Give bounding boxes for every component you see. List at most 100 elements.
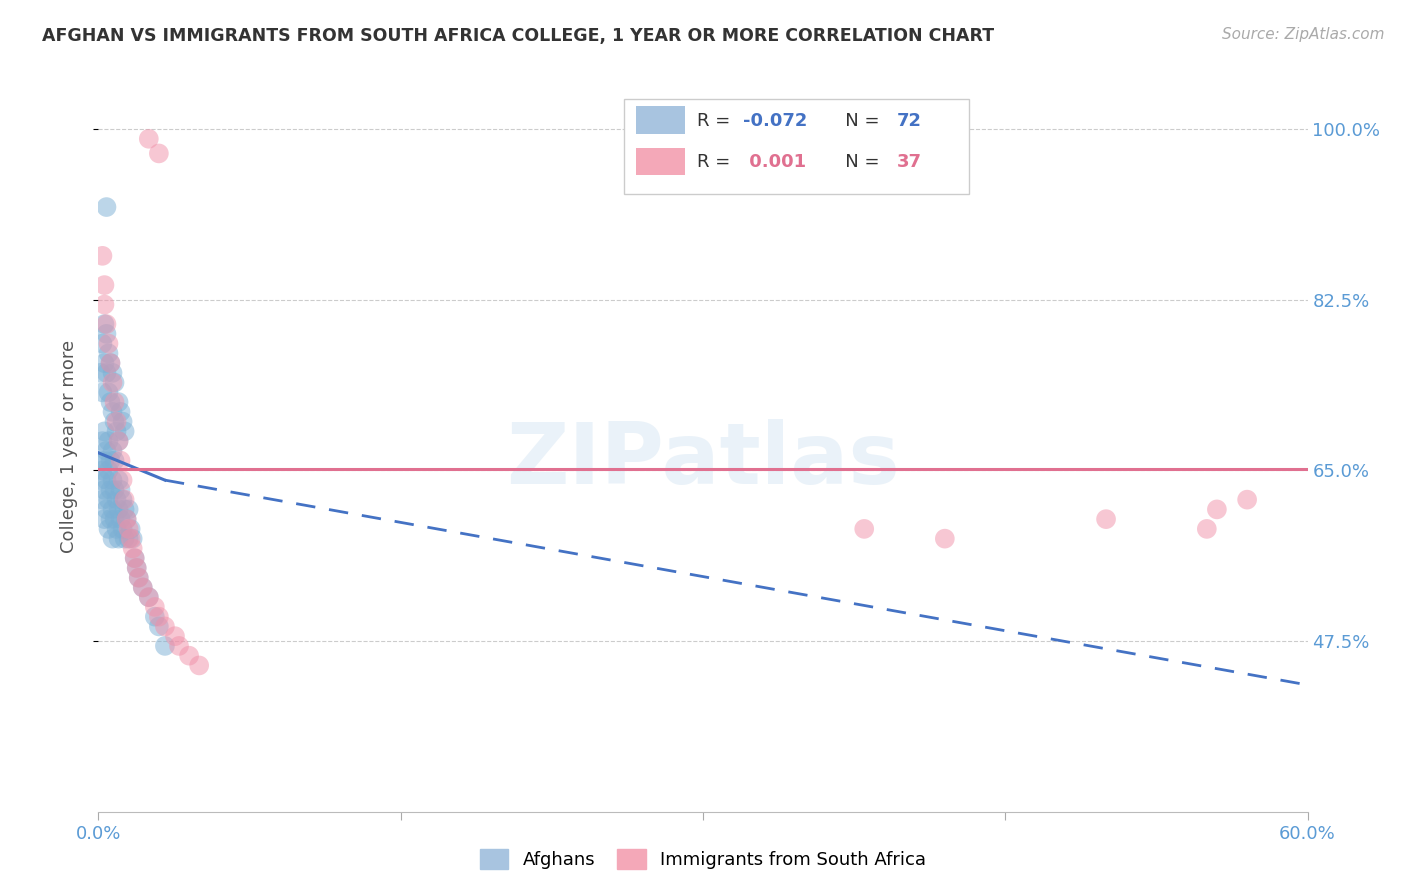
Point xyxy=(96,366,118,380)
Point xyxy=(107,395,129,409)
Point xyxy=(96,443,118,458)
Point xyxy=(105,522,128,536)
Point xyxy=(91,336,114,351)
Point xyxy=(105,415,128,429)
Point xyxy=(100,512,122,526)
Point xyxy=(89,473,111,487)
Text: Source: ZipAtlas.com: Source: ZipAtlas.com xyxy=(1222,27,1385,42)
Point xyxy=(1195,522,1218,536)
Text: R =: R = xyxy=(697,112,735,129)
Point xyxy=(107,473,129,487)
Point xyxy=(103,483,125,497)
Point xyxy=(110,405,132,419)
Point xyxy=(103,453,125,467)
Point xyxy=(124,551,146,566)
Point xyxy=(148,146,170,161)
Point xyxy=(115,512,138,526)
Point xyxy=(97,336,120,351)
Point xyxy=(97,522,120,536)
Point xyxy=(153,619,176,633)
Point xyxy=(96,317,118,331)
Point xyxy=(101,502,124,516)
Point xyxy=(93,425,115,439)
Point xyxy=(101,532,124,546)
Point xyxy=(118,502,141,516)
FancyBboxPatch shape xyxy=(637,147,685,176)
Text: ZIPatlas: ZIPatlas xyxy=(506,419,900,502)
Point xyxy=(93,512,115,526)
Point xyxy=(103,376,125,390)
Point xyxy=(93,483,115,497)
Point xyxy=(138,132,160,146)
Point xyxy=(128,571,150,585)
Point xyxy=(143,609,166,624)
Point xyxy=(1095,512,1118,526)
Point xyxy=(934,532,956,546)
Point xyxy=(110,483,132,497)
Point xyxy=(93,317,115,331)
Point xyxy=(132,581,155,595)
Text: 37: 37 xyxy=(897,153,921,171)
Point xyxy=(120,532,142,546)
Point xyxy=(101,366,124,380)
Point xyxy=(101,376,124,390)
Point xyxy=(179,648,201,663)
Text: 0.001: 0.001 xyxy=(742,153,806,171)
Y-axis label: College, 1 year or more: College, 1 year or more xyxy=(59,340,77,552)
Point xyxy=(148,619,170,633)
Point xyxy=(105,492,128,507)
Point xyxy=(100,356,122,370)
Point xyxy=(96,473,118,487)
Point xyxy=(121,541,143,556)
Point xyxy=(114,532,136,546)
Text: R =: R = xyxy=(697,153,735,171)
Point xyxy=(96,326,118,341)
Point xyxy=(125,561,148,575)
Point xyxy=(138,590,160,604)
Point xyxy=(107,434,129,449)
Point xyxy=(103,512,125,526)
Text: AFGHAN VS IMMIGRANTS FROM SOUTH AFRICA COLLEGE, 1 YEAR OR MORE CORRELATION CHART: AFGHAN VS IMMIGRANTS FROM SOUTH AFRICA C… xyxy=(42,27,994,45)
Point xyxy=(188,658,211,673)
FancyBboxPatch shape xyxy=(637,106,685,134)
Point xyxy=(91,249,114,263)
FancyBboxPatch shape xyxy=(624,99,969,194)
Text: N =: N = xyxy=(828,112,884,129)
Point xyxy=(93,297,115,311)
Point xyxy=(91,385,114,400)
Point xyxy=(110,512,132,526)
Point xyxy=(120,522,142,536)
Point xyxy=(107,532,129,546)
Point xyxy=(103,415,125,429)
Point xyxy=(148,609,170,624)
Point xyxy=(97,346,120,360)
Point xyxy=(101,405,124,419)
Point xyxy=(101,473,124,487)
Point xyxy=(143,599,166,614)
Point xyxy=(91,434,114,449)
Point xyxy=(115,512,138,526)
Point xyxy=(118,522,141,536)
Point xyxy=(100,395,122,409)
Point xyxy=(111,522,134,536)
Point xyxy=(101,443,124,458)
Point xyxy=(163,629,186,643)
Point xyxy=(97,385,120,400)
Point xyxy=(128,571,150,585)
Point xyxy=(132,581,155,595)
Point xyxy=(100,453,122,467)
Point xyxy=(93,278,115,293)
Text: N =: N = xyxy=(828,153,884,171)
Point xyxy=(89,453,111,467)
Point xyxy=(1206,502,1229,516)
Point xyxy=(97,463,120,477)
Point xyxy=(89,366,111,380)
Point xyxy=(114,425,136,439)
Point xyxy=(167,639,190,653)
Point xyxy=(105,425,128,439)
Point xyxy=(100,356,122,370)
Point xyxy=(111,473,134,487)
Point xyxy=(114,502,136,516)
Point xyxy=(91,492,114,507)
Legend: Afghans, Immigrants from South Africa: Afghans, Immigrants from South Africa xyxy=(471,839,935,879)
